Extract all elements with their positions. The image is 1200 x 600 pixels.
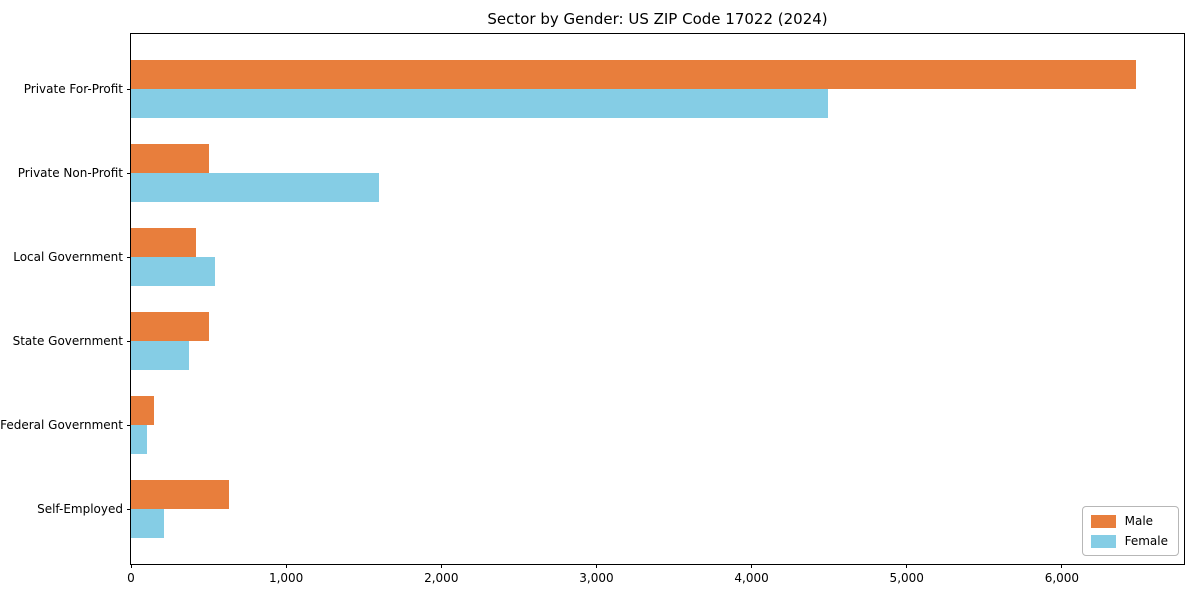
x-axis-tick xyxy=(1061,564,1063,568)
y-axis-label: Private For-Profit xyxy=(23,82,123,96)
y-axis-tick xyxy=(127,340,131,342)
x-axis-tick-label: 2,000 xyxy=(424,571,459,585)
x-axis-tick xyxy=(595,564,597,568)
legend-swatch-male-icon xyxy=(1090,514,1116,528)
chart-title: Sector by Gender: US ZIP Code 17022 (202… xyxy=(487,10,828,28)
x-axis-tick xyxy=(751,564,753,568)
y-axis-label: Self-Employed xyxy=(37,502,123,516)
bar-female xyxy=(131,341,190,370)
legend: Male Female xyxy=(1081,506,1179,556)
y-axis-tick xyxy=(127,424,131,426)
legend-label-male: Male xyxy=(1124,514,1154,528)
plot-area: Private For-Profit Private Non-Profit Loca… xyxy=(0,33,1185,585)
x-axis-tick-label: 5,000 xyxy=(889,571,924,585)
bar-male xyxy=(131,480,229,509)
bar-male xyxy=(131,312,209,341)
y-axis-label: Federal Government xyxy=(0,418,123,432)
bar-female xyxy=(131,257,215,286)
x-axis-tick-label: 6,000 xyxy=(1044,571,1080,585)
y-axis-label: State Government xyxy=(12,334,123,348)
x-axis-tick xyxy=(130,564,132,568)
bar-female xyxy=(131,509,164,538)
bar-female xyxy=(131,173,380,202)
x-axis-tick xyxy=(285,564,287,568)
y-axis-tick xyxy=(127,256,131,258)
y-axis-tick xyxy=(127,172,131,174)
bar-male xyxy=(131,396,155,425)
bar-female xyxy=(131,89,828,118)
bar-female xyxy=(131,425,147,454)
bar-male xyxy=(131,60,1137,89)
bar-male xyxy=(131,144,209,173)
y-axis-label: Local Government xyxy=(13,250,123,264)
y-axis-label: Private Non-Profit xyxy=(17,166,123,180)
x-axis-tick-label: 3,000 xyxy=(579,571,614,585)
y-axis-tick xyxy=(127,88,131,90)
x-axis-tick-label: 0 xyxy=(127,571,135,585)
x-axis-tick-label: 4,000 xyxy=(734,571,769,585)
legend-item-male: Male xyxy=(1090,514,1168,528)
bar-male xyxy=(131,228,197,257)
y-axis-tick xyxy=(127,508,131,510)
legend-swatch-female-icon xyxy=(1090,534,1116,548)
legend-item-female: Female xyxy=(1090,534,1168,548)
legend-label-female: Female xyxy=(1124,534,1168,548)
x-axis-tick xyxy=(440,564,442,568)
x-axis-tick xyxy=(906,564,908,568)
x-axis-tick-label: 1,000 xyxy=(268,571,304,585)
